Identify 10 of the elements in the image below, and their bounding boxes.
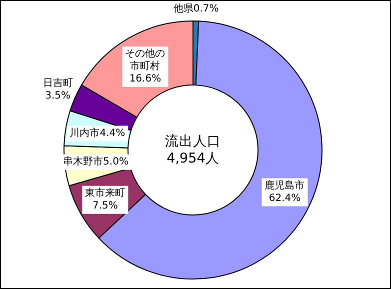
data-label: 16.6% (129, 74, 162, 85)
text: 4,954人 (166, 150, 220, 166)
text: 流出人口 (165, 134, 221, 150)
slice-label: 串木野市5.0% (63, 156, 128, 168)
slice-label: 鹿児島市 (264, 179, 305, 192)
data-label: 62.4% (268, 192, 301, 204)
slice-label: その他の市町村 (125, 48, 166, 72)
slice-label: 川内市4.4% (70, 126, 126, 139)
slice-label: 東市来町 (85, 187, 126, 200)
data-label: 7.5% (92, 200, 118, 212)
